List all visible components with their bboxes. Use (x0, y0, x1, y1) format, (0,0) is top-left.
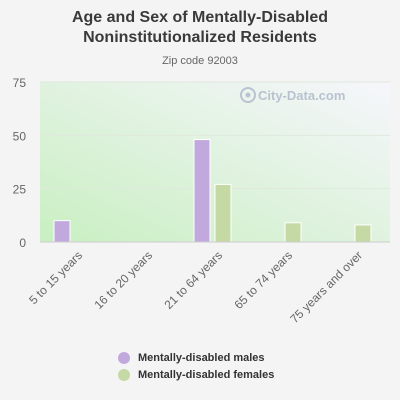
bar-females (284, 222, 302, 243)
bar-females (214, 183, 232, 243)
legend-swatch-males (118, 352, 130, 364)
watermark-text: City-Data.com (258, 88, 345, 103)
x-tick-label: 5 to 15 years (26, 248, 85, 307)
bar-females (354, 224, 372, 243)
y-tick-label: 50 (13, 129, 27, 143)
watermark: City-Data.com (240, 87, 345, 103)
chart-subtitle: Zip code 92003 (162, 55, 238, 67)
legend-label-females: Mentally-disabled females (138, 369, 275, 381)
x-tick-label: 65 to 74 years (231, 248, 295, 312)
legend-swatch-females (118, 369, 130, 381)
x-tick-label: 75 years and over (287, 248, 365, 326)
legend: Mentally-disabled males Mentally-disable… (118, 350, 274, 384)
x-tick-label: 16 to 20 years (91, 248, 155, 312)
x-axis: 5 to 15 years 16 to 20 years 21 to 64 year… (26, 241, 390, 326)
legend-item-males: Mentally-disabled males (118, 350, 274, 366)
legend-item-females: Mentally-disabled females (118, 367, 274, 383)
y-tick-label: 0 (19, 236, 26, 250)
legend-label-males: Mentally-disabled males (138, 352, 265, 364)
y-axis: 0 25 50 75 (13, 76, 27, 250)
chart-title: Age and Sex of Mentally-Disabled Noninsti… (71, 9, 329, 46)
watermark-logo-icon (240, 87, 256, 103)
y-tick-label: 25 (13, 183, 27, 197)
x-tick-label: 21 to 64 years (161, 248, 225, 312)
bar-males (193, 139, 211, 243)
y-tick-label: 75 (13, 76, 27, 90)
bar-males (53, 220, 71, 243)
